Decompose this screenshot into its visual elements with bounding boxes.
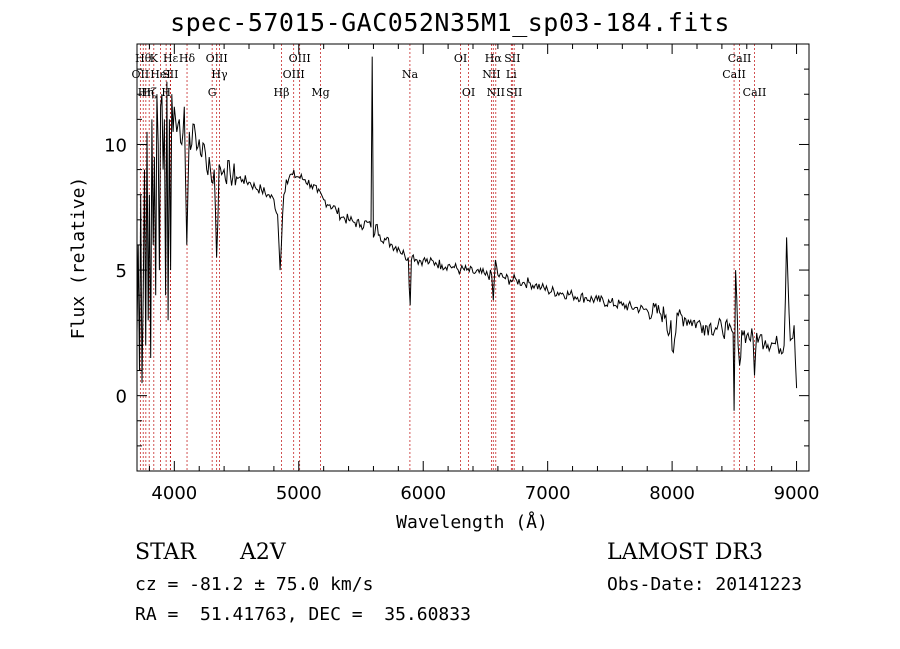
x-tick-label: 9000 [774,483,820,504]
x-tick-label: 5000 [276,483,322,504]
spectral-line-label-22: NII [487,86,505,99]
spectral-line-label-7: SII [162,68,178,81]
spectral-line-label-17: Na [402,68,419,81]
x-tick-label: 8000 [649,483,695,504]
y-tick-label: 0 [116,387,127,408]
spectral-line-label-9: Hδ [179,52,196,65]
axis-ticks: 4000 5000 6000 7000 8000 9000 0 5 10 [104,43,820,504]
spectral-line-label-24: Li [506,68,517,81]
object-class: STAR [135,540,196,565]
x-tick-label: 4000 [151,483,197,504]
spectral-line-label-21: Hα [485,52,503,65]
spectral-line-label-8: Hε [163,52,179,65]
object-subclass: A2V [240,540,286,565]
spectral-line-label-0: OII [132,68,150,81]
spectral-line-label-28: CaII [743,86,767,99]
survey-name: LAMOST DR3 [607,540,763,565]
spectral-line-label-3: Hζ [141,86,157,99]
spectrum-series-line [136,56,798,411]
spectral-line-label-18: OI [454,52,467,65]
observation-date: Obs-Date: 20141223 [607,574,803,595]
x-axis-label: Wavelength (Å) [396,511,548,533]
x-tick-label: 7000 [525,483,571,504]
spectral-line-label-26: CaII [722,68,746,81]
y-axis-label: Flux (relative) [68,177,89,340]
spectral-line-label-13: Hβ [274,86,290,99]
spectral-line-label-11: OIII [206,52,228,65]
spectral-line-label-1: Hθ [135,52,152,65]
spectral-line-label-5: HeI [150,68,170,81]
redshift-velocity: cz = -81.2 ± 75.0 km/s [135,574,374,595]
spectral-line-markers [139,44,755,471]
spectral-line-label-4: K [150,52,159,65]
spectral-line-label-19: OI [462,86,475,99]
spectral-line-label-16: Mg [311,86,329,99]
spectral-line-label-10: G [208,86,217,99]
spectral-line-label-20: NII [482,68,500,81]
spectral-line-label-2: Hη [138,86,154,99]
y-tick-label: 10 [104,135,127,156]
spectral-line-label-23: SII [504,52,520,65]
spectral-line-label-27: CaII [728,52,752,65]
spectral-line-label-6: H [161,86,171,99]
spectral-line-label-25: SII [506,86,522,99]
coordinates: RA = 51.41763, DEC = 35.60833 [135,604,471,625]
chart-title: spec-57015-GAC052N35M1_sp03-184.fits [170,8,730,37]
spectral-line-label-14: OIII [283,68,305,81]
plot-frame [136,43,810,472]
y-tick-label: 5 [116,261,127,282]
x-tick-label: 6000 [400,483,446,504]
spectral-line-label-15: OIII [289,52,311,65]
spectral-line-label-12: Hγ [211,68,228,81]
